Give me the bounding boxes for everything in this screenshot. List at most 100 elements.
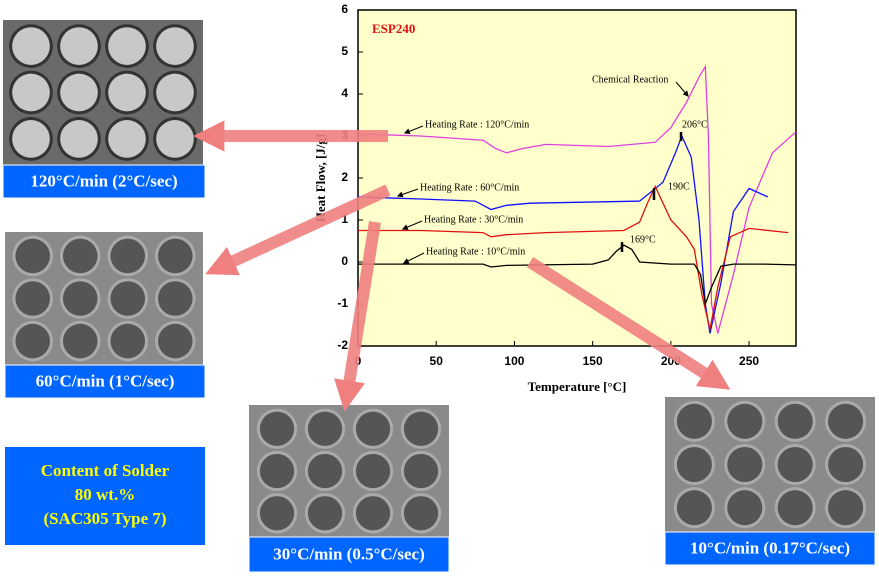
solder-ball — [156, 120, 194, 158]
solder-ball — [60, 27, 98, 65]
annotation: 206°C — [682, 119, 708, 130]
solder-ball — [12, 73, 50, 112]
note-line: 80 wt.% — [75, 485, 135, 504]
photo — [665, 397, 875, 532]
label-arrow — [403, 125, 424, 135]
y-tick-label: 0 — [341, 254, 348, 268]
y-axis-label: Heat Flow, [J/g] — [313, 134, 328, 222]
solder-ball — [15, 281, 51, 316]
y-tick-label: 2 — [341, 170, 348, 184]
solder-ball — [12, 120, 50, 158]
solder-ball — [727, 446, 763, 483]
solder-ball — [15, 323, 51, 359]
y-tick-label: -1 — [337, 296, 348, 310]
solder-ball — [403, 411, 439, 446]
solder-ball — [828, 403, 864, 439]
x-axis-label: Temperature [°C] — [528, 379, 627, 394]
series-label: Heating Rate : 120°C/min — [425, 119, 529, 130]
label-arrow — [401, 220, 423, 230]
label-arrow — [396, 188, 419, 198]
caption-box — [2, 164, 206, 199]
annotation: Chemical Reaction — [592, 74, 668, 85]
y-tick-label: 5 — [341, 44, 348, 58]
solder-ball — [355, 453, 391, 489]
solder-ball — [403, 453, 439, 489]
x-tick-label: 50 — [430, 354, 444, 368]
solder-ball — [62, 323, 98, 359]
note-box — [5, 447, 205, 545]
label-arrow — [675, 81, 689, 97]
solder-ball — [307, 496, 343, 531]
series-line — [357, 134, 769, 334]
note-line: (SAC305 Type 7) — [43, 509, 166, 528]
solder-ball — [157, 323, 193, 359]
solder-ball — [60, 120, 98, 158]
series-label: Heating Rate : 10°C/min — [426, 246, 525, 257]
x-tick-label: 150 — [583, 354, 603, 368]
caption-box — [664, 531, 876, 566]
solder-ball — [259, 496, 295, 531]
solder-ball — [727, 403, 763, 439]
solder-ball — [777, 446, 813, 483]
x-tick-label: 100 — [504, 354, 524, 368]
solder-ball — [727, 490, 763, 526]
solder-ball — [156, 73, 194, 112]
chart-title: ESP240 — [372, 21, 415, 36]
solder-ball — [156, 27, 194, 65]
solder-ball — [60, 73, 98, 112]
solder-ball — [777, 490, 813, 526]
caption: 30°C/min (0.5°C/sec) — [273, 544, 424, 563]
photo — [5, 232, 203, 365]
pointer-arrow — [205, 184, 391, 276]
solder-ball — [157, 281, 193, 316]
caption: 120°C/min (2°C/sec) — [30, 171, 177, 190]
y-tick-label: 4 — [341, 86, 348, 100]
solder-ball — [62, 281, 98, 316]
series-line — [358, 184, 789, 330]
annotation: 169°C — [630, 234, 656, 245]
label-arrow — [402, 252, 425, 264]
note-line: Content of Solder — [41, 461, 170, 480]
solder-ball — [12, 27, 50, 65]
photo — [3, 20, 203, 165]
solder-ball — [110, 281, 146, 316]
solder-ball — [108, 73, 146, 112]
caption-box — [248, 536, 450, 573]
photo — [249, 405, 449, 537]
series-label: Heating Rate : 30°C/min — [424, 214, 523, 225]
series-label: Heating Rate : 60°C/min — [420, 182, 519, 193]
annotation: 190C — [668, 181, 690, 192]
solder-ball — [676, 403, 712, 439]
solder-ball — [108, 27, 146, 65]
pointer-arrow — [334, 221, 381, 412]
solder-ball — [307, 453, 343, 489]
caption-box — [4, 364, 206, 399]
pointer-arrow — [526, 256, 731, 390]
solder-ball — [259, 453, 295, 489]
x-tick-label: 250 — [739, 354, 759, 368]
solder-ball — [307, 411, 343, 446]
solder-ball — [777, 403, 813, 439]
solder-ball — [110, 238, 146, 274]
series-line — [357, 64, 797, 334]
solder-ball — [403, 496, 439, 531]
solder-ball — [157, 238, 193, 274]
solder-ball — [676, 446, 712, 483]
y-tick-label: 1 — [341, 212, 348, 226]
caption: 60°C/min (1°C/sec) — [36, 371, 175, 390]
series-line — [358, 244, 797, 307]
y-tick-label: -2 — [337, 338, 348, 352]
solder-ball — [828, 446, 864, 483]
solder-ball — [108, 120, 146, 158]
y-tick-label: 6 — [341, 2, 348, 16]
solder-ball — [676, 490, 712, 526]
caption: 10°C/min (0.17°C/sec) — [690, 538, 850, 557]
solder-ball — [62, 238, 98, 274]
solder-ball — [15, 238, 51, 274]
solder-ball — [355, 411, 391, 446]
solder-ball — [259, 411, 295, 446]
solder-ball — [355, 496, 391, 531]
solder-ball — [828, 490, 864, 526]
